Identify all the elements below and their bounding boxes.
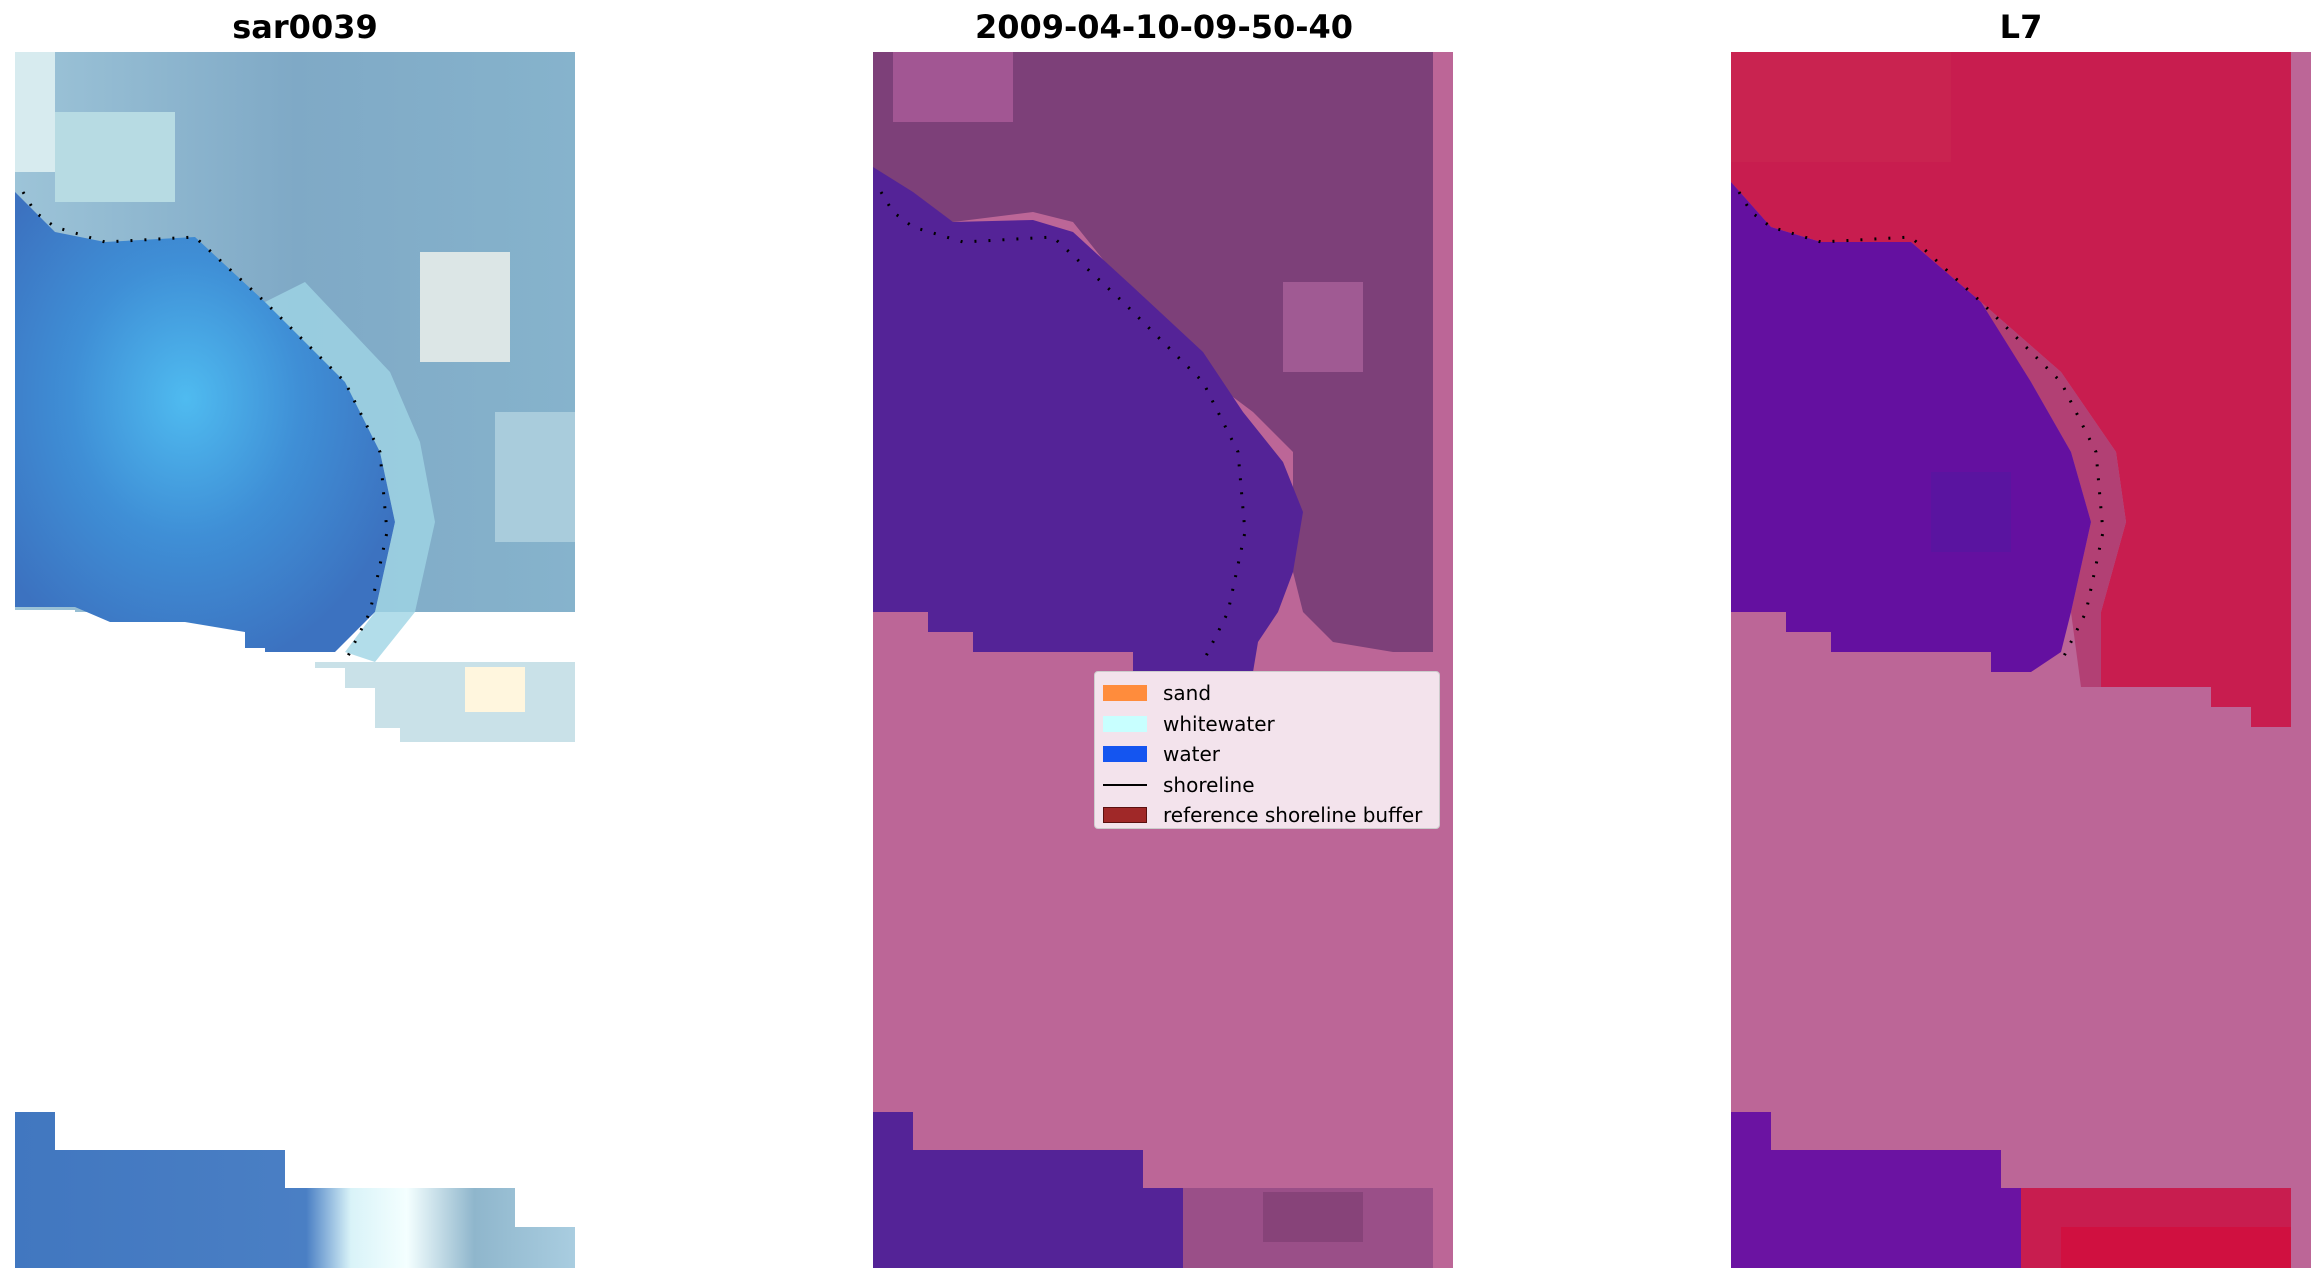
legend-label-whitewater: whitewater (1163, 711, 1275, 736)
panel-title-index: L7 (1999, 8, 2043, 46)
l7-image-panel (1731, 52, 2311, 1268)
panel-title-classified: 2009-04-10-09-50-40 (974, 8, 1354, 46)
legend-label-reference-buffer: reference shoreline buffer (1163, 803, 1423, 828)
l7-image (1731, 52, 2311, 1268)
legend-item-shoreline: shoreline (1103, 770, 1431, 801)
legend-label-water: water (1163, 742, 1220, 767)
reference-buffer-swatch (1103, 807, 1147, 824)
classified-image-panel (873, 52, 1453, 1268)
legend-label-sand: sand (1163, 681, 1212, 706)
water-swatch (1103, 746, 1147, 763)
legend-label-shoreline: shoreline (1163, 772, 1255, 797)
sand-swatch (1103, 685, 1147, 702)
legend: sand whitewater water shoreline referenc… (1094, 671, 1440, 829)
legend-item-reference-buffer: reference shoreline buffer (1103, 800, 1431, 831)
legend-item-whitewater: whitewater (1103, 709, 1431, 740)
legend-item-sand: sand (1103, 678, 1431, 709)
shoreline-line-swatch (1103, 783, 1147, 786)
legend-item-water: water (1103, 739, 1431, 770)
rgb-image (15, 52, 575, 1268)
rgb-image-panel (15, 52, 595, 1268)
classified-image (873, 52, 1453, 1268)
whitewater-swatch (1103, 715, 1147, 732)
panel-title-rgb: sar0039 (232, 8, 378, 46)
